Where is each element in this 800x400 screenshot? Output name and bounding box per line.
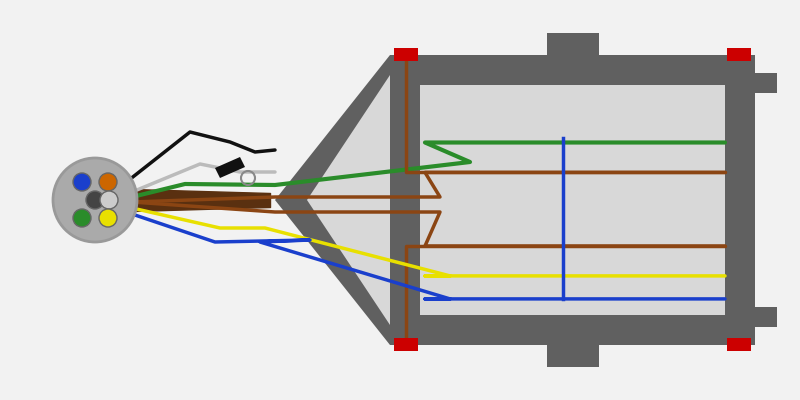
Bar bbox=[546, 33, 598, 55]
Circle shape bbox=[100, 191, 118, 209]
Circle shape bbox=[99, 173, 117, 191]
Bar bbox=[755, 307, 777, 327]
Bar bbox=[727, 48, 751, 61]
Bar bbox=[420, 85, 725, 315]
Circle shape bbox=[73, 173, 91, 191]
Bar bbox=[755, 73, 777, 93]
Bar bbox=[546, 345, 598, 367]
Circle shape bbox=[73, 209, 91, 227]
Bar bbox=[727, 338, 751, 351]
Circle shape bbox=[53, 158, 137, 242]
Bar bbox=[390, 55, 755, 345]
Circle shape bbox=[86, 191, 104, 209]
Polygon shape bbox=[307, 75, 390, 325]
Bar bbox=[394, 48, 418, 61]
Bar bbox=[394, 338, 418, 351]
Polygon shape bbox=[215, 157, 245, 178]
Polygon shape bbox=[275, 55, 390, 345]
Circle shape bbox=[99, 209, 117, 227]
